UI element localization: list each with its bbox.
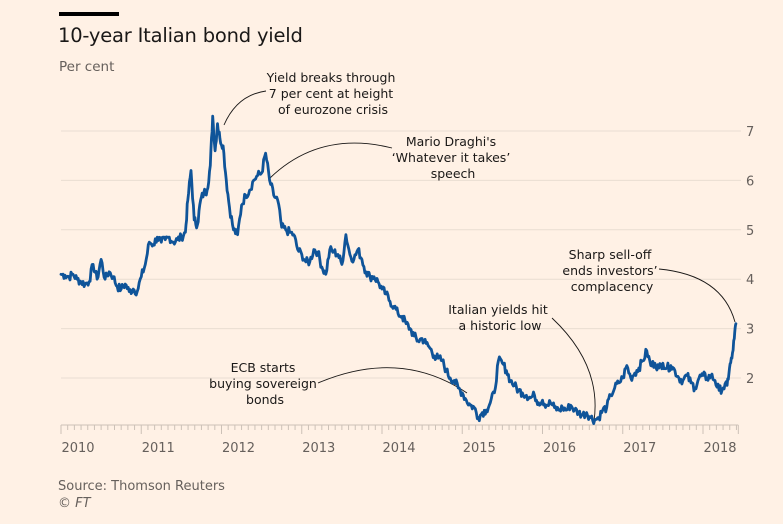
annotation-line: Italian yields hit	[448, 302, 548, 317]
x-tick-label: 2016	[543, 441, 576, 456]
annotation-ecb: ECB starts buying sovereign bonds	[209, 360, 321, 407]
y-tick-label: 4	[746, 273, 754, 288]
x-tick-label: 2013	[302, 441, 335, 456]
annotation-line: Mario Draghi's	[406, 134, 496, 149]
x-tick-label: 2015	[463, 441, 496, 456]
x-tick-label: 2017	[623, 441, 656, 456]
connector-historic-low	[551, 317, 596, 422]
annotation-line: ends investors’	[562, 263, 657, 278]
connector-selloff	[658, 268, 736, 323]
x-axis: 2010 2011 2012 2013 2014 2015 2016 2017 2018	[60, 424, 739, 456]
copyright-note: © FT	[58, 496, 91, 511]
annotation-line: speech	[431, 166, 476, 181]
annotation-draghi: Mario Draghi's ‘Whatever it takes’ speec…	[392, 134, 515, 181]
annotation-selloff: Sharp sell-off ends investors’ complacen…	[562, 247, 661, 294]
annotation-line: a historic low	[459, 318, 542, 333]
chart-subtitle: Per cent	[59, 59, 115, 75]
x-tick-label: 2014	[382, 441, 415, 456]
annotation-historic-low: Italian yields hit a historic low	[448, 302, 551, 333]
annotation-line: buying sovereign	[209, 376, 317, 391]
x-tick-label: 2012	[222, 441, 255, 456]
y-tick-label: 3	[746, 323, 754, 338]
y-tick-label: 2	[746, 372, 754, 387]
annotation-connectors	[223, 90, 736, 422]
series-layer	[59, 114, 738, 425]
x-tick-label: 2011	[142, 441, 175, 456]
x-tick-label: 2010	[61, 441, 94, 456]
annotation-eurozone-crisis: Yield breaks through 7 per cent at heigh…	[266, 70, 400, 117]
source-note: Source: Thomson Reuters	[58, 479, 225, 494]
chart-title: 10-year Italian bond yield	[58, 24, 303, 47]
y-axis: 2 3 4 5 6 7	[746, 125, 754, 387]
connector-eurozone-crisis	[223, 90, 267, 126]
annotation-line: ‘Whatever it takes’	[392, 150, 511, 165]
x-tick-label: 2018	[703, 441, 736, 456]
connector-draghi	[269, 142, 393, 179]
annotation-line: 7 per cent at height	[269, 86, 394, 101]
y-tick-label: 6	[746, 174, 754, 189]
series-line	[59, 114, 738, 425]
annotation-line: of eurozone crisis	[278, 102, 388, 117]
annotations: Yield breaks through 7 per cent at heigh…	[209, 70, 661, 407]
title-rule	[59, 12, 119, 16]
annotation-line: Sharp sell-off	[569, 247, 652, 262]
y-tick-label: 7	[746, 125, 754, 140]
gridlines	[61, 130, 741, 379]
annotation-line: ECB starts	[231, 360, 296, 375]
annotation-line: complacency	[571, 279, 654, 294]
annotation-line: bonds	[246, 392, 284, 407]
y-tick-label: 5	[746, 224, 754, 239]
annotation-line: Yield breaks through	[266, 70, 396, 85]
